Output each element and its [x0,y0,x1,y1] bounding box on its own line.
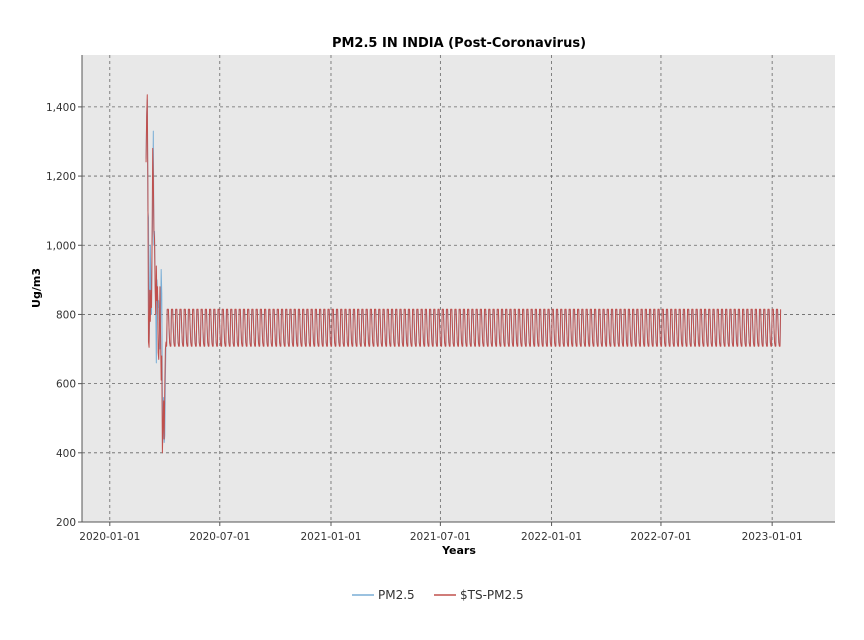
series-line [145,94,782,454]
y-tick-label: 800 [56,309,76,321]
x-tick-label: 2021-01-01 [300,531,361,543]
plot-area [82,55,835,522]
legend: PM2.5 $TS-PM2.5 [352,588,524,602]
x-axis-ticks: 2020-01-01 2020-07-01 2021-01-01 2021-07-01… [79,522,803,543]
y-tick-label: 1,200 [46,171,76,183]
x-axis-label: Years [441,544,476,557]
series-layer [145,94,782,454]
x-tick-label: 2020-01-01 [79,531,140,543]
legend-label: $TS-PM2.5 [460,588,524,602]
x-tick-label: 2021-07-01 [410,531,471,543]
y-tick-label: 200 [56,517,76,529]
x-tick-label: 2023-01-01 [742,531,803,543]
x-tick-label: 2022-01-01 [521,531,582,543]
x-tick-label: 2022-07-01 [630,531,691,543]
legend-label: PM2.5 [378,588,415,602]
y-axis-label: Ug/m3 [30,268,43,308]
y-tick-label: 1,000 [46,240,76,252]
y-tick-label: 600 [56,379,76,391]
x-tick-label: 2020-07-01 [189,531,250,543]
y-tick-label: 400 [56,448,76,460]
y-axis-ticks: 200 400 600 800 1,000 1,200 1,400 [46,102,82,529]
y-tick-label: 1,400 [46,102,76,114]
chart-title: PM2.5 IN INDIA (Post-Coronavirus) [332,36,586,51]
